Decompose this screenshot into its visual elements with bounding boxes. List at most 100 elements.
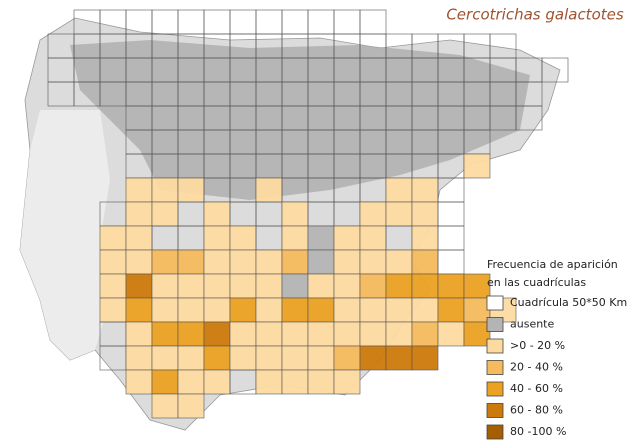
grid-cell (99, 273, 127, 299)
grid-cell (411, 297, 439, 323)
grid-cell (203, 297, 231, 323)
grid-cell (307, 9, 335, 35)
grid-cell (307, 345, 335, 371)
grid-cell (229, 297, 257, 323)
legend-title: en las cuadrículas (487, 276, 586, 289)
grid-cell (255, 369, 283, 395)
legend-label: 20 - 40 % (510, 361, 563, 374)
grid-cell (307, 273, 335, 299)
legend: Frecuencia de aparición en las cuadrícul… (486, 258, 627, 440)
grid-cell (229, 321, 257, 347)
grid-cell (255, 273, 283, 299)
grid-cell (177, 297, 205, 323)
grid-cell (99, 249, 127, 275)
grid-cell (281, 297, 309, 323)
grid-cell (281, 225, 309, 251)
grid-cell (385, 249, 413, 275)
grid-cell (385, 345, 413, 371)
grid-cell (385, 297, 413, 323)
legend-swatch (486, 360, 504, 375)
grid-cell (333, 321, 361, 347)
grid-cell (151, 345, 179, 371)
grid-cell (125, 273, 153, 299)
grid-cell (203, 369, 231, 395)
grid-cell (281, 273, 309, 299)
grid-cell (359, 249, 387, 275)
interior-relief (70, 40, 530, 200)
grid-cell (177, 249, 205, 275)
legend-label: 40 - 60 % (510, 382, 563, 395)
grid-cell (151, 201, 179, 227)
legend-label: 80 -100 % (510, 425, 566, 438)
grid-cell (359, 345, 387, 371)
grid-cell (437, 249, 465, 275)
grid-cell (151, 273, 179, 299)
grid-cell (125, 345, 153, 371)
grid-cell (437, 297, 465, 323)
grid-cell (177, 9, 205, 35)
grid-cell (307, 321, 335, 347)
grid-cell (281, 369, 309, 395)
grid-cell (177, 369, 205, 395)
grid-cell (255, 345, 283, 371)
grid-cell (229, 225, 257, 251)
grid-cell (385, 201, 413, 227)
grid (47, 9, 569, 419)
grid-cell (229, 249, 257, 275)
grid-cell (125, 177, 153, 203)
grid-cell (125, 297, 153, 323)
grid-cell (411, 321, 439, 347)
grid-cell (203, 9, 231, 35)
grid-cell (203, 345, 231, 371)
grid-cell (177, 273, 205, 299)
grid-cell (151, 321, 179, 347)
grid-cell (359, 297, 387, 323)
portugal-lowland (20, 110, 110, 360)
grid-cell (255, 249, 283, 275)
grid-cell (255, 177, 283, 203)
grid-cell (151, 297, 179, 323)
species-title: Cercotrichas galactotes (446, 6, 624, 24)
grid-cell (151, 177, 179, 203)
grid-cell (281, 201, 309, 227)
legend-swatch (486, 317, 504, 332)
grid-cell (255, 9, 283, 35)
grid-cell (125, 249, 153, 275)
grid-cell (229, 345, 257, 371)
grid-cell (385, 177, 413, 203)
grid-cell (359, 9, 387, 35)
grid-cell (177, 393, 205, 419)
legend-swatch (486, 338, 504, 354)
grid-cell (541, 57, 569, 83)
grid-cell (281, 345, 309, 371)
grid-cell (333, 273, 361, 299)
grid-cell (437, 273, 465, 299)
grid-cell (411, 345, 439, 371)
grid-cell (99, 225, 127, 251)
grid-cell (203, 321, 231, 347)
grid-cell (463, 297, 491, 323)
grid-cell (411, 249, 439, 275)
grid-cell (307, 297, 335, 323)
grid-cell (333, 297, 361, 323)
grid-cell (151, 9, 179, 35)
legend-swatch (486, 424, 504, 440)
grid-cell (411, 201, 439, 227)
grid-cell (463, 153, 491, 179)
grid-cell (359, 321, 387, 347)
grid-cell (177, 177, 205, 203)
grid-cell (359, 273, 387, 299)
grid-cell (177, 321, 205, 347)
legend-label: >0 - 20 % (510, 339, 565, 352)
legend-label: ausente (510, 318, 554, 331)
grid-cell (203, 249, 231, 275)
grid-cell (125, 321, 153, 347)
grid-cell (151, 249, 179, 275)
grid-cell (411, 177, 439, 203)
grid-cell (203, 273, 231, 299)
grid-cell (333, 225, 361, 251)
grid-cell (333, 249, 361, 275)
grid-cell (99, 297, 127, 323)
